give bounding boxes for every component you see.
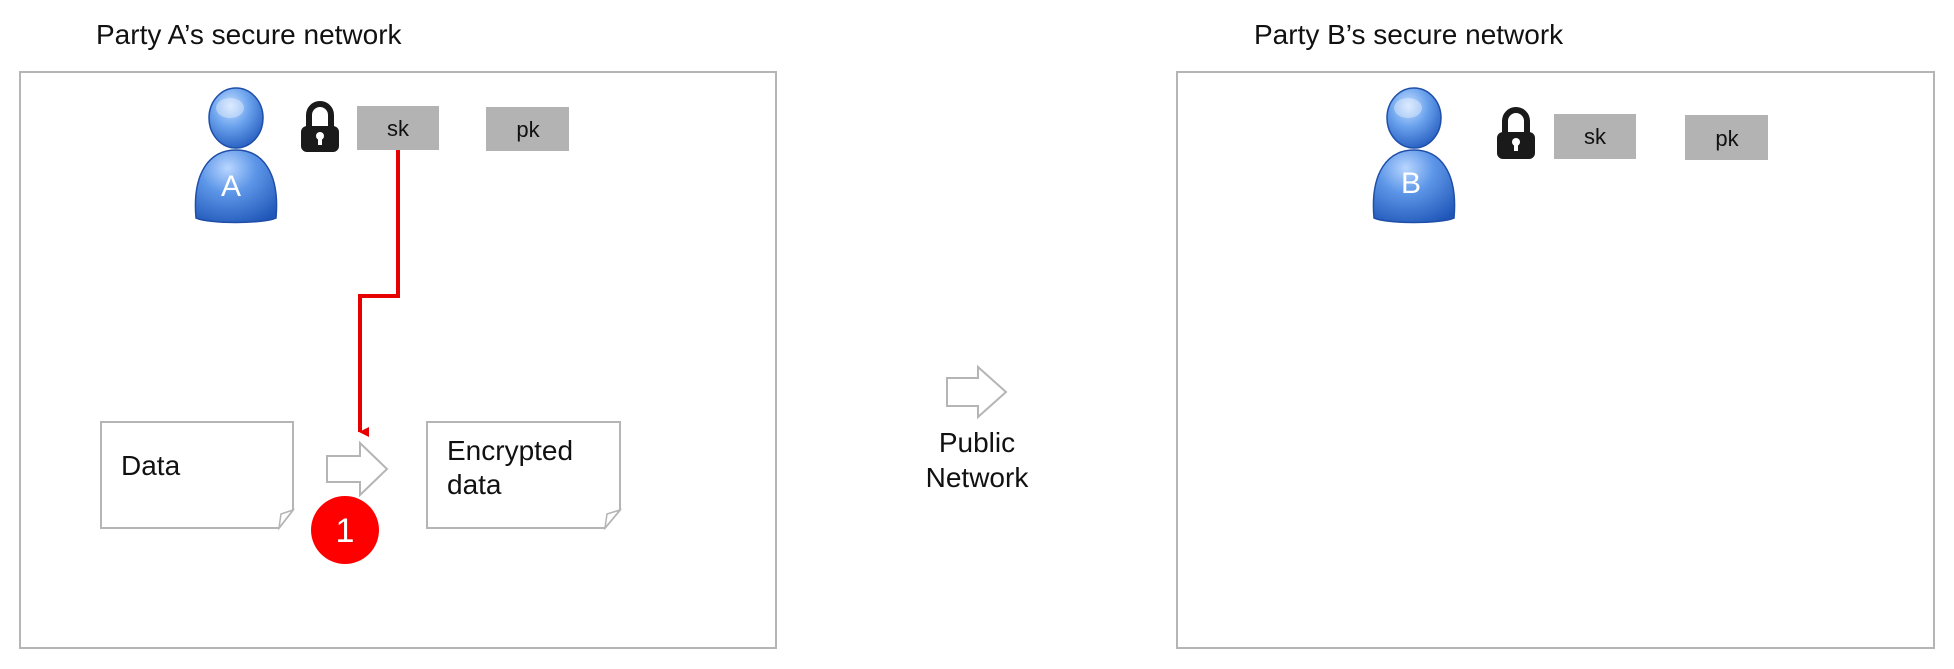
party-b-network-panel — [1176, 71, 1935, 649]
party-b-title: Party B’s secure network — [1254, 19, 1564, 50]
party-b-secret-key-box: sk — [1554, 114, 1636, 159]
data-document-label: Data — [121, 450, 181, 481]
party-b-public-key-box: pk — [1685, 115, 1768, 160]
padlock-icon — [301, 101, 339, 152]
public-network-label-line2: Network — [926, 462, 1030, 493]
padlock-icon — [1497, 107, 1535, 159]
encryption-arrow-icon — [326, 440, 389, 498]
public-network-arrow-icon — [946, 364, 1008, 420]
party-a-secret-key-box: sk — [357, 106, 439, 150]
encrypted-data-label-line2: data — [447, 469, 502, 500]
public-network-label-line1: Public — [939, 427, 1015, 458]
data-document-icon: Data — [100, 421, 296, 531]
party-b-sk-label: sk — [1584, 124, 1607, 149]
user-a-letter: A — [221, 170, 241, 203]
step-badge: 1 — [311, 496, 379, 564]
party-a-title: Party A’s secure network — [96, 19, 403, 50]
party-a-pk-label: pk — [516, 117, 540, 142]
party-b-pk-label: pk — [1715, 126, 1739, 151]
step-badge-number: 1 — [336, 512, 355, 550]
user-a-icon: A — [194, 87, 278, 224]
encrypted-data-label-line1: Encrypted — [447, 435, 573, 466]
encrypted-data-document-icon: Encrypted data — [426, 421, 623, 531]
secret-key-flow-arrow — [358, 150, 400, 437]
user-b-letter: B — [1401, 167, 1421, 200]
party-a-sk-label: sk — [387, 116, 410, 141]
party-a-public-key-box: pk — [486, 107, 569, 151]
user-b-icon: B — [1372, 87, 1456, 224]
